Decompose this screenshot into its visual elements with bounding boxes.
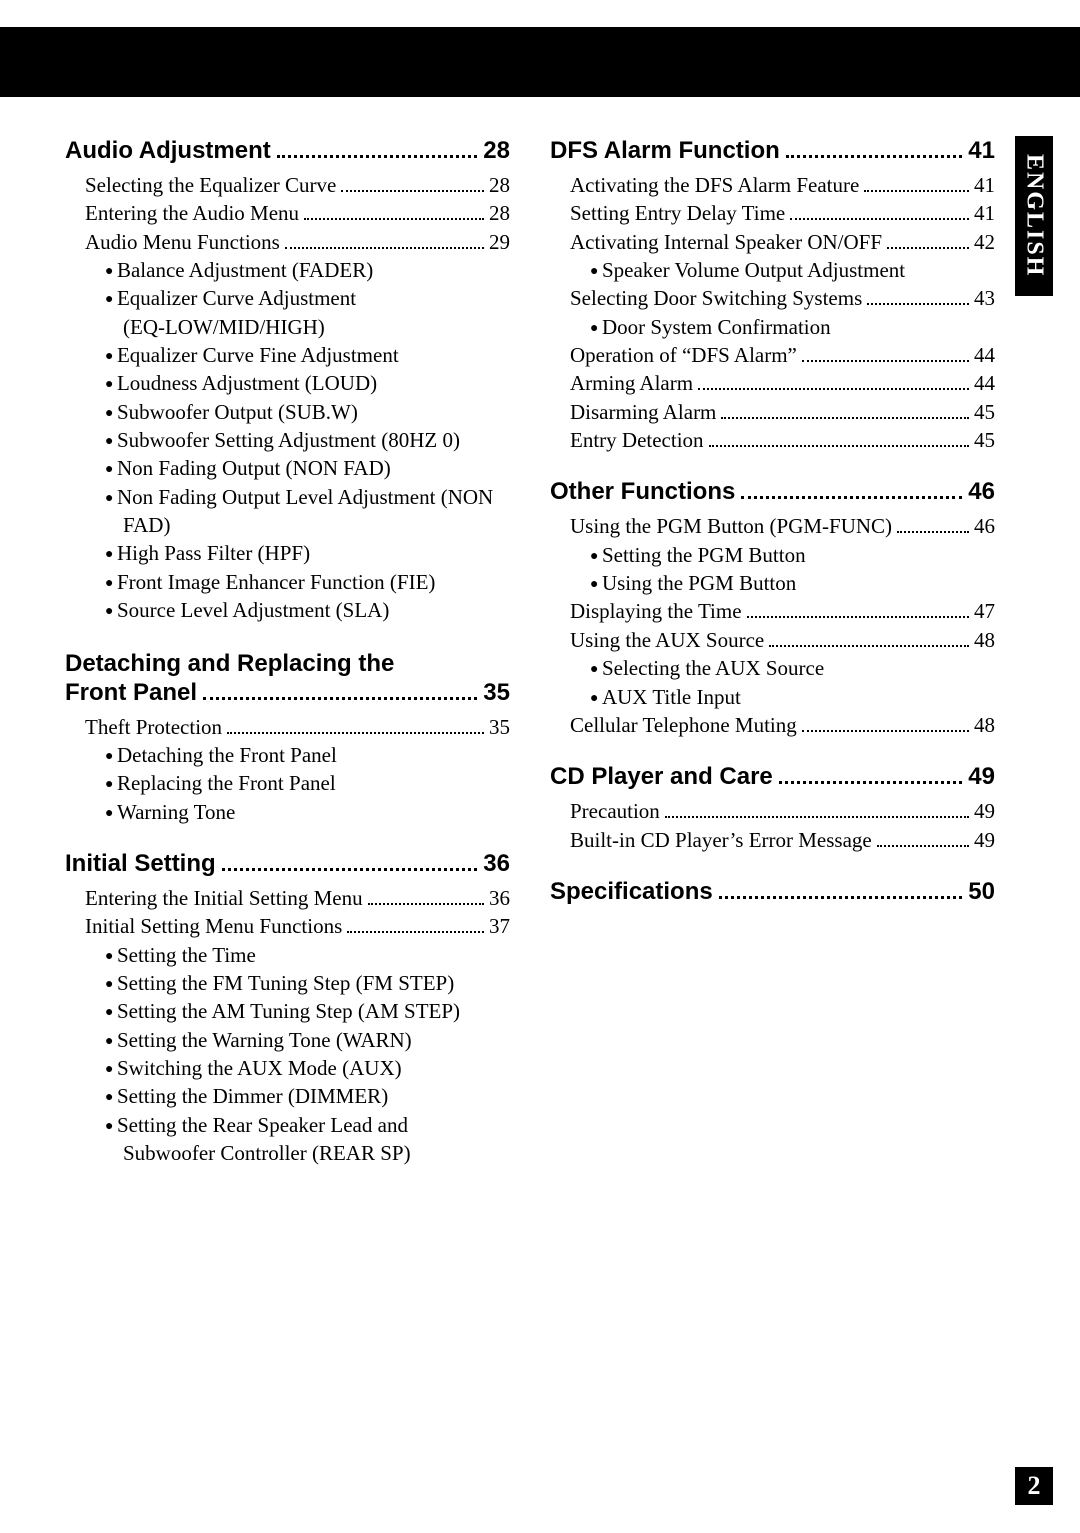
toc-bullet: Non Fading Output Level Adjustment (NON (105, 483, 510, 511)
toc-bullet: Equalizer Curve Adjustment (105, 284, 510, 312)
toc-bullet: Subwoofer Setting Adjustment (80HZ 0) (105, 426, 510, 454)
language-tab: ENGLISH (1015, 136, 1053, 296)
toc-entry: Built-in CD Player’s Error Message49 (570, 826, 995, 854)
toc-entry: Operation of “DFS Alarm”44 (570, 341, 995, 369)
toc-section: Specifications50 (550, 878, 995, 906)
section-heading: Initial Setting36 (65, 850, 510, 878)
toc-section: Audio Adjustment28 Selecting the Equalize… (65, 137, 510, 625)
toc-section: Other Functions46 Using the PGM Button (P… (550, 478, 995, 739)
toc-entry: Selecting the Equalizer Curve28 (85, 171, 510, 199)
toc-bullet: Balance Adjustment (FADER) (105, 256, 510, 284)
toc-entry: Selecting Door Switching Systems43 (570, 284, 995, 312)
toc-section: Initial Setting36 Entering the Initial Se… (65, 850, 510, 1167)
toc-section: DFS Alarm Function41 Activating the DFS A… (550, 137, 995, 454)
toc-entry: Theft Protection35 (85, 713, 510, 741)
toc-bullet: Selecting the AUX Source (590, 654, 995, 682)
toc-bullet: Replacing the Front Panel (105, 769, 510, 797)
toc-left-column: Audio Adjustment28 Selecting the Equalize… (65, 137, 510, 1191)
toc-bullet: Subwoofer Output (SUB.W) (105, 398, 510, 426)
toc-bullet: High Pass Filter (HPF) (105, 539, 510, 567)
toc-right-column: DFS Alarm Function41 Activating the DFS A… (550, 137, 995, 1191)
toc-entry: Audio Menu Functions29 (85, 228, 510, 256)
toc-bullet-cont: (EQ-LOW/MID/HIGH) (123, 313, 510, 341)
toc-entry: Arming Alarm44 (570, 369, 995, 397)
toc-entry: Entering the Audio Menu28 (85, 199, 510, 227)
toc-entry: Activating Internal Speaker ON/OFF42 (570, 228, 995, 256)
toc-bullet: Loudness Adjustment (LOUD) (105, 369, 510, 397)
toc-bullet: Setting the AM Tuning Step (AM STEP) (105, 997, 510, 1025)
toc-entry: Initial Setting Menu Functions37 (85, 912, 510, 940)
toc-bullet: Setting the Rear Speaker Lead and (105, 1111, 510, 1139)
toc-bullet: Source Level Adjustment (SLA) (105, 596, 510, 624)
toc-bullet-cont: FAD) (123, 511, 510, 539)
toc-bullet: Door System Confirmation (590, 313, 995, 341)
toc-bullet: Setting the Warning Tone (WARN) (105, 1026, 510, 1054)
toc-entry: Precaution49 (570, 797, 995, 825)
toc-entry: Using the PGM Button (PGM-FUNC)46 (570, 512, 995, 540)
toc-section: Detaching and Replacing theFront Panel35… (65, 649, 510, 826)
toc-entry: Displaying the Time47 (570, 597, 995, 625)
toc-bullet: Equalizer Curve Fine Adjustment (105, 341, 510, 369)
toc-content: Audio Adjustment28 Selecting the Equalize… (65, 137, 995, 1191)
toc-entry: Cellular Telephone Muting48 (570, 711, 995, 739)
header-black-bar (0, 27, 1080, 97)
toc-bullet: Switching the AUX Mode (AUX) (105, 1054, 510, 1082)
toc-entry: Activating the DFS Alarm Feature41 (570, 171, 995, 199)
toc-bullet: Setting the Dimmer (DIMMER) (105, 1082, 510, 1110)
toc-bullet: Front Image Enhancer Function (FIE) (105, 568, 510, 596)
section-heading-cont: Front Panel35 (65, 679, 510, 707)
toc-bullet: Setting the Time (105, 941, 510, 969)
section-heading: CD Player and Care49 (550, 763, 995, 791)
toc-entry: Entry Detection45 (570, 426, 995, 454)
section-heading: Audio Adjustment28 (65, 137, 510, 165)
toc-entry: Entering the Initial Setting Menu36 (85, 884, 510, 912)
section-heading: Other Functions46 (550, 478, 995, 506)
toc-bullet: Non Fading Output (NON FAD) (105, 454, 510, 482)
toc-bullet: Detaching the Front Panel (105, 741, 510, 769)
section-heading: Detaching and Replacing the (65, 649, 510, 679)
page-number: 2 (1015, 1467, 1053, 1505)
toc-entry: Disarming Alarm45 (570, 398, 995, 426)
toc-bullet: Speaker Volume Output Adjustment (590, 256, 995, 284)
toc-section: CD Player and Care49 Precaution49Built-in… (550, 763, 995, 854)
toc-bullet: Setting the PGM Button (590, 541, 995, 569)
section-heading: Specifications50 (550, 878, 995, 906)
toc-bullet-cont: Subwoofer Controller (REAR SP) (123, 1139, 510, 1167)
toc-entry: Using the AUX Source48 (570, 626, 995, 654)
section-heading: DFS Alarm Function41 (550, 137, 995, 165)
toc-entry: Setting Entry Delay Time41 (570, 199, 995, 227)
toc-bullet: Warning Tone (105, 798, 510, 826)
toc-bullet: Using the PGM Button (590, 569, 995, 597)
toc-bullet: Setting the FM Tuning Step (FM STEP) (105, 969, 510, 997)
toc-bullet: AUX Title Input (590, 683, 995, 711)
